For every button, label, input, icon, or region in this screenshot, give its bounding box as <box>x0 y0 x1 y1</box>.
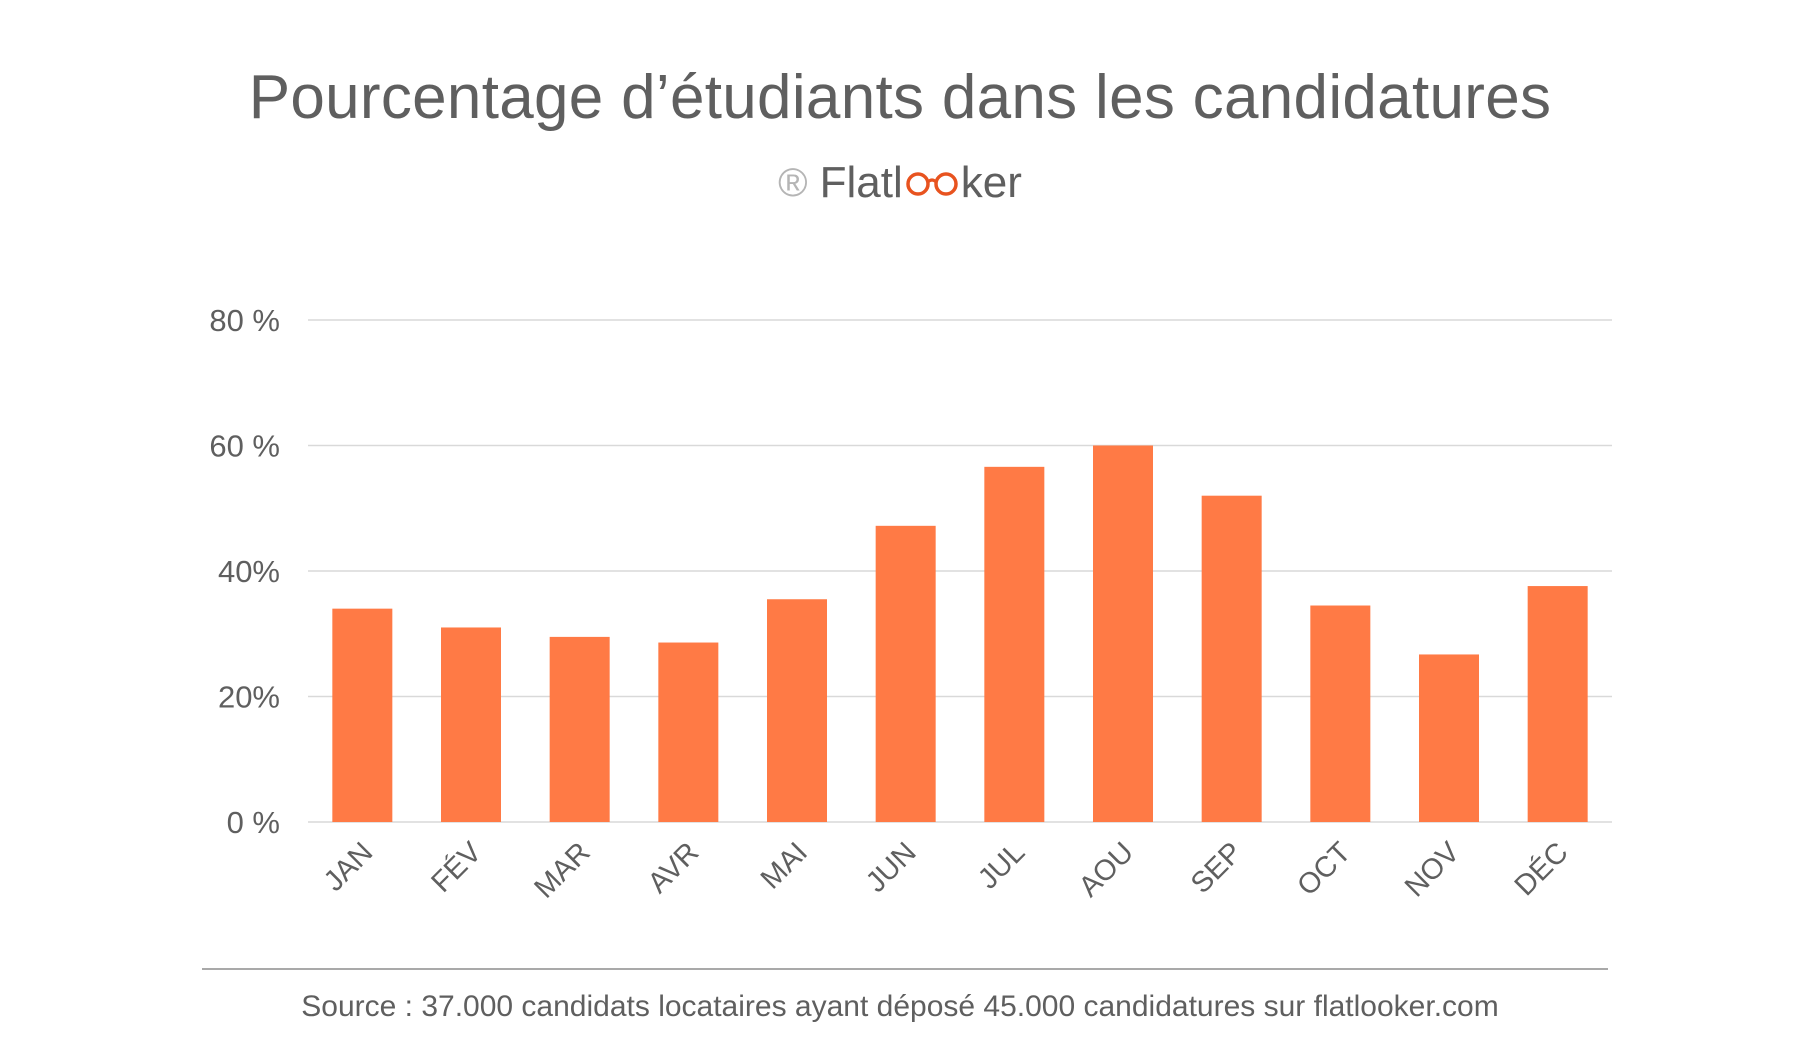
chart-title: Pourcentage d’étudiants dans les candida… <box>248 63 1552 132</box>
y-tick-label: 20% <box>218 680 280 715</box>
bar-DÉC <box>1527 586 1588 822</box>
x-tick-label: JUL <box>972 836 1031 895</box>
brand-name: Flatl ker <box>820 158 1022 208</box>
source-note: Source : 37.000 candidats locataires aya… <box>301 990 1499 1023</box>
bar-JAN <box>332 608 393 822</box>
bar-MAI <box>767 599 827 822</box>
x-tick-label: FÉV <box>425 835 489 899</box>
bar-SEP <box>1201 495 1262 822</box>
y-tick-label: 60 % <box>209 429 280 464</box>
bar-MAR <box>549 636 610 822</box>
brand-name-start: Flatl <box>819 158 903 207</box>
x-tick-label: MAI <box>755 836 814 895</box>
bar-NOV <box>1419 654 1479 822</box>
x-tick-label: JUN <box>860 836 923 899</box>
brand-logo: ® Flatl ker <box>0 158 1800 208</box>
x-tick-label: JAN <box>318 836 379 897</box>
bar-AOU <box>1093 445 1153 822</box>
bar-JUN <box>875 525 936 822</box>
x-tick-label: SEP <box>1185 836 1249 900</box>
glasses-icon <box>905 172 958 196</box>
bar-AVR <box>658 642 719 822</box>
x-tick-label: AOU <box>1073 836 1140 903</box>
bar-chart: 0 % 20% 40% 60 % 80 % JAN FÉV MAR AVR MAI JUN JUL AO… <box>209 303 1612 905</box>
y-tick-label: 40% <box>218 554 280 589</box>
x-tick-label: AVR <box>642 836 705 899</box>
brand-name-end: ker <box>960 158 1022 207</box>
bar-FÉV <box>441 627 501 822</box>
bar-JUL <box>984 466 1045 822</box>
y-tick-label: 0 % <box>227 805 280 840</box>
x-tick-label: DÉC <box>1508 836 1575 903</box>
bar-OCT <box>1310 605 1371 822</box>
footer-divider <box>202 968 1608 970</box>
registered-icon: ® <box>778 160 808 205</box>
x-tick-label: NOV <box>1399 836 1467 904</box>
x-tick-label: MAR <box>528 836 596 904</box>
y-tick-label: 80 % <box>209 303 280 338</box>
x-tick-label: OCT <box>1291 836 1357 902</box>
